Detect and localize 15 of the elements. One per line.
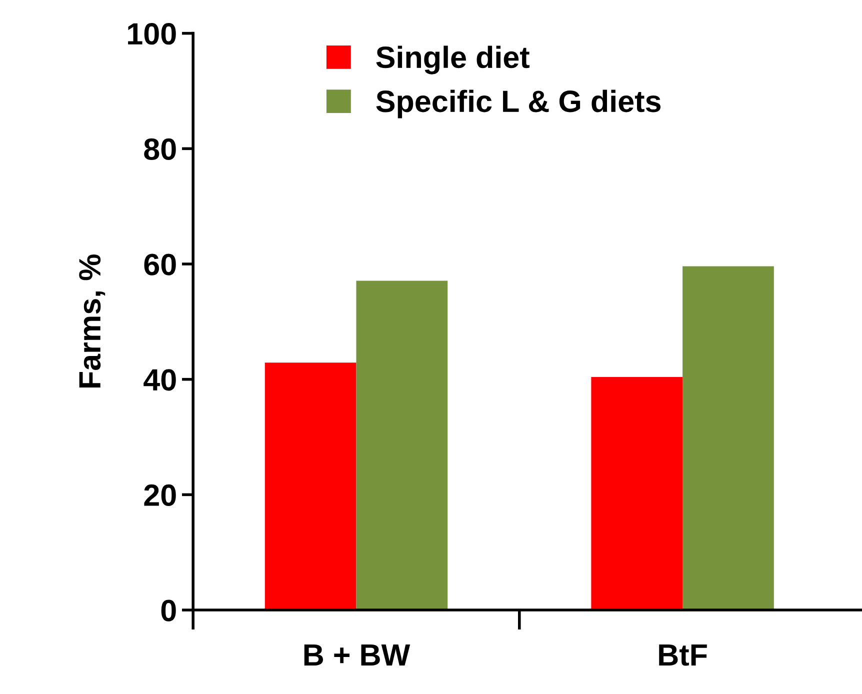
y-tick-label: 20 — [144, 484, 176, 506]
y-tick-label: 60 — [144, 254, 176, 276]
legend-label: Specific L & G diets — [376, 90, 661, 118]
bar — [682, 266, 774, 610]
y-axis-title: Farms, % — [79, 254, 106, 388]
bar — [264, 362, 356, 610]
legend-label: Single diet — [376, 46, 530, 74]
y-tick-label: 0 — [161, 600, 176, 622]
x-tick-label: BtF — [659, 644, 707, 666]
y-tick-label: 100 — [128, 23, 176, 45]
y-tick-label: 80 — [144, 138, 176, 160]
bar — [591, 377, 683, 610]
y-tick-label: 40 — [144, 369, 176, 391]
bar — [356, 280, 448, 610]
x-tick-label: B + BW — [304, 644, 410, 666]
